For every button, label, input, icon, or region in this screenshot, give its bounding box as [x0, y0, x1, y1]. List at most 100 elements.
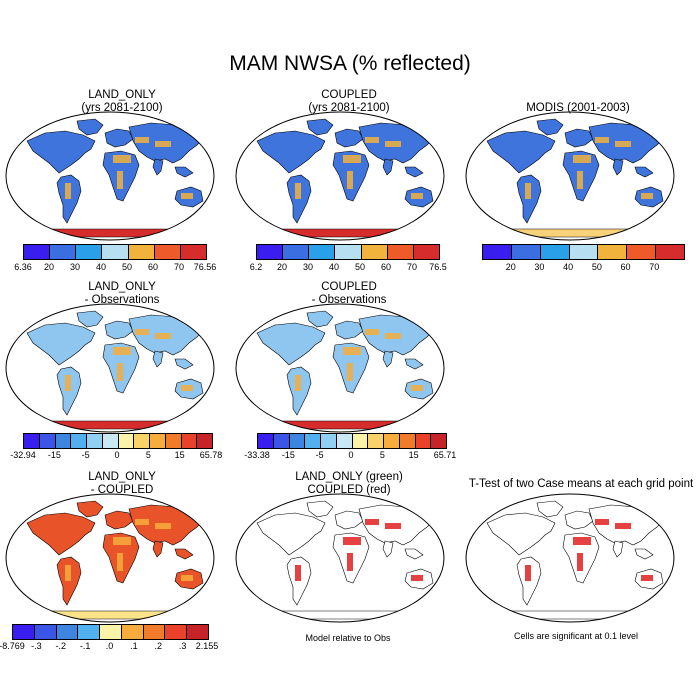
map-model-relative-to-obs: [235, 493, 445, 623]
continent-greenland: [76, 310, 104, 328]
colorbar-tick-label: 0: [114, 450, 120, 460]
panel-title-line1: T-Test of two Case means at each grid po…: [468, 478, 694, 490]
colorbar-tick-label: .3: [178, 641, 187, 651]
panel-title-line1: LAND_ONLY: [88, 89, 156, 101]
map-patch: [117, 171, 123, 189]
colorbar-swatch: [258, 434, 274, 448]
colorbar-tick-label: 5: [379, 450, 385, 460]
panel-title-land-only-minus-obs: LAND_ONLY - Observations: [12, 281, 232, 307]
map-patch: [615, 141, 631, 147]
colorbar-tick-label: 6.36: [14, 262, 32, 272]
colorbar-swatch: [309, 245, 336, 259]
colorbar-swatch: [76, 245, 103, 259]
map-patch: [347, 171, 353, 189]
colorbar-tick-label: 76.5: [429, 262, 447, 272]
panel-title-land-only-minus-coupled: LAND_ONLY - COUPLED: [12, 471, 232, 497]
panel-title-line1: COUPLED: [321, 89, 377, 101]
continent-europe: [334, 128, 364, 148]
map-land-only: [5, 111, 215, 241]
colorbar-swatch: [361, 245, 388, 259]
continent-india: [152, 540, 164, 558]
colorbar-tick-label: -15: [47, 450, 61, 460]
colorbar-tick-label: -.1: [79, 641, 91, 651]
colorbar-swatch: [100, 625, 122, 639]
colorbar-land-only-minus-obs: [23, 433, 213, 449]
colorbar-tick-label: 30: [69, 262, 81, 272]
map-land-only-minus-coupled: [5, 493, 215, 623]
panel-title-line2: - COUPLED: [90, 484, 154, 496]
colorbar-tick-label: 65.78: [199, 450, 223, 460]
map-border: [465, 111, 675, 241]
colorbar-swatch: [181, 434, 198, 448]
colorbar-coupled-minus-obs: [257, 433, 447, 449]
colorbar-tick-label: 50: [591, 262, 602, 272]
map-patch: [65, 375, 71, 391]
map-land-only-minus-obs: [5, 303, 215, 433]
panel-title-line2: COUPLED (red): [307, 484, 391, 496]
continent-namerica: [256, 130, 326, 174]
colorbar-swatch: [154, 245, 181, 259]
colorbar-tick-label: 65.71: [433, 450, 457, 460]
colorbar-swatch: [24, 434, 40, 448]
world-map-svg: [5, 493, 215, 623]
panel-title-line2: - Observations: [84, 294, 160, 306]
continent-india: [152, 158, 164, 176]
map-patch: [155, 333, 171, 339]
map-border: [235, 493, 445, 623]
colorbar-tick-label: 15: [174, 450, 185, 460]
map-patch: [525, 183, 531, 199]
continent-seasia: [174, 166, 194, 178]
colorbar-swatch: [102, 245, 129, 259]
colorbar-swatch: [13, 625, 35, 639]
colorbar-swatch: [39, 434, 56, 448]
world-map-svg: [5, 303, 215, 433]
continent-greenland: [306, 118, 334, 136]
note-model-relative: Model relative to Obs: [305, 633, 391, 643]
colorbar-tick-label: .1: [130, 641, 138, 651]
continent-namerica: [486, 512, 556, 556]
colorbar-tick-label: -33.38: [244, 450, 270, 460]
colorbar-tick-label: .2: [154, 641, 163, 651]
colorbar-swatch: [143, 625, 166, 639]
colorbar-tick-label: -8.769: [0, 641, 25, 651]
panel-title-line1: COUPLED: [321, 281, 377, 293]
panel-title-ttest: T-Test of two Case means at each grid po…: [462, 478, 700, 491]
continent-greenland: [306, 500, 334, 518]
colorbar-swatch: [197, 434, 212, 448]
continent-namerica: [26, 322, 96, 366]
continent-europe: [564, 510, 594, 530]
continent-greenland: [536, 118, 564, 136]
continent-namerica: [26, 130, 96, 174]
map-patch: [365, 329, 379, 335]
map-patch: [135, 519, 149, 525]
panel-title-land-only: LAND_ONLY (yrs 2081-2100): [12, 89, 232, 115]
map-border: [5, 493, 215, 623]
continent-seasia: [404, 166, 424, 178]
map-patch: [615, 523, 631, 529]
map-border: [235, 111, 445, 241]
page-title: MAM NWSA (% reflected): [229, 52, 471, 75]
map-patch: [343, 537, 361, 545]
continent-greenland: [76, 118, 104, 136]
map-patch: [65, 183, 71, 199]
continent-seasia: [174, 548, 194, 560]
panel-title-modis: MODIS (2001-2003): [468, 102, 688, 115]
map-coupled: [235, 111, 445, 241]
continent-namerica: [486, 130, 556, 174]
continent-india: [382, 350, 394, 368]
continent-seasia: [634, 548, 654, 560]
map-patch: [385, 523, 401, 529]
panel-title-line2: - Observations: [311, 294, 387, 306]
colorbar-swatch: [387, 245, 414, 259]
colorbar-swatch: [180, 245, 206, 259]
continent-seasia: [404, 358, 424, 370]
colorbar-tick-label: 70: [173, 262, 185, 272]
panel-title-line2: (yrs 2081-2100): [81, 102, 163, 114]
colorbar-swatch: [413, 245, 439, 259]
colorbar-swatch: [336, 434, 353, 448]
colorbar-tick-label: -5: [81, 450, 90, 460]
map-patch: [113, 537, 131, 545]
map-patch: [135, 329, 149, 335]
colorbar-tick-label: .0: [105, 641, 114, 651]
colorbar-tick-label: 76.56: [193, 262, 217, 272]
